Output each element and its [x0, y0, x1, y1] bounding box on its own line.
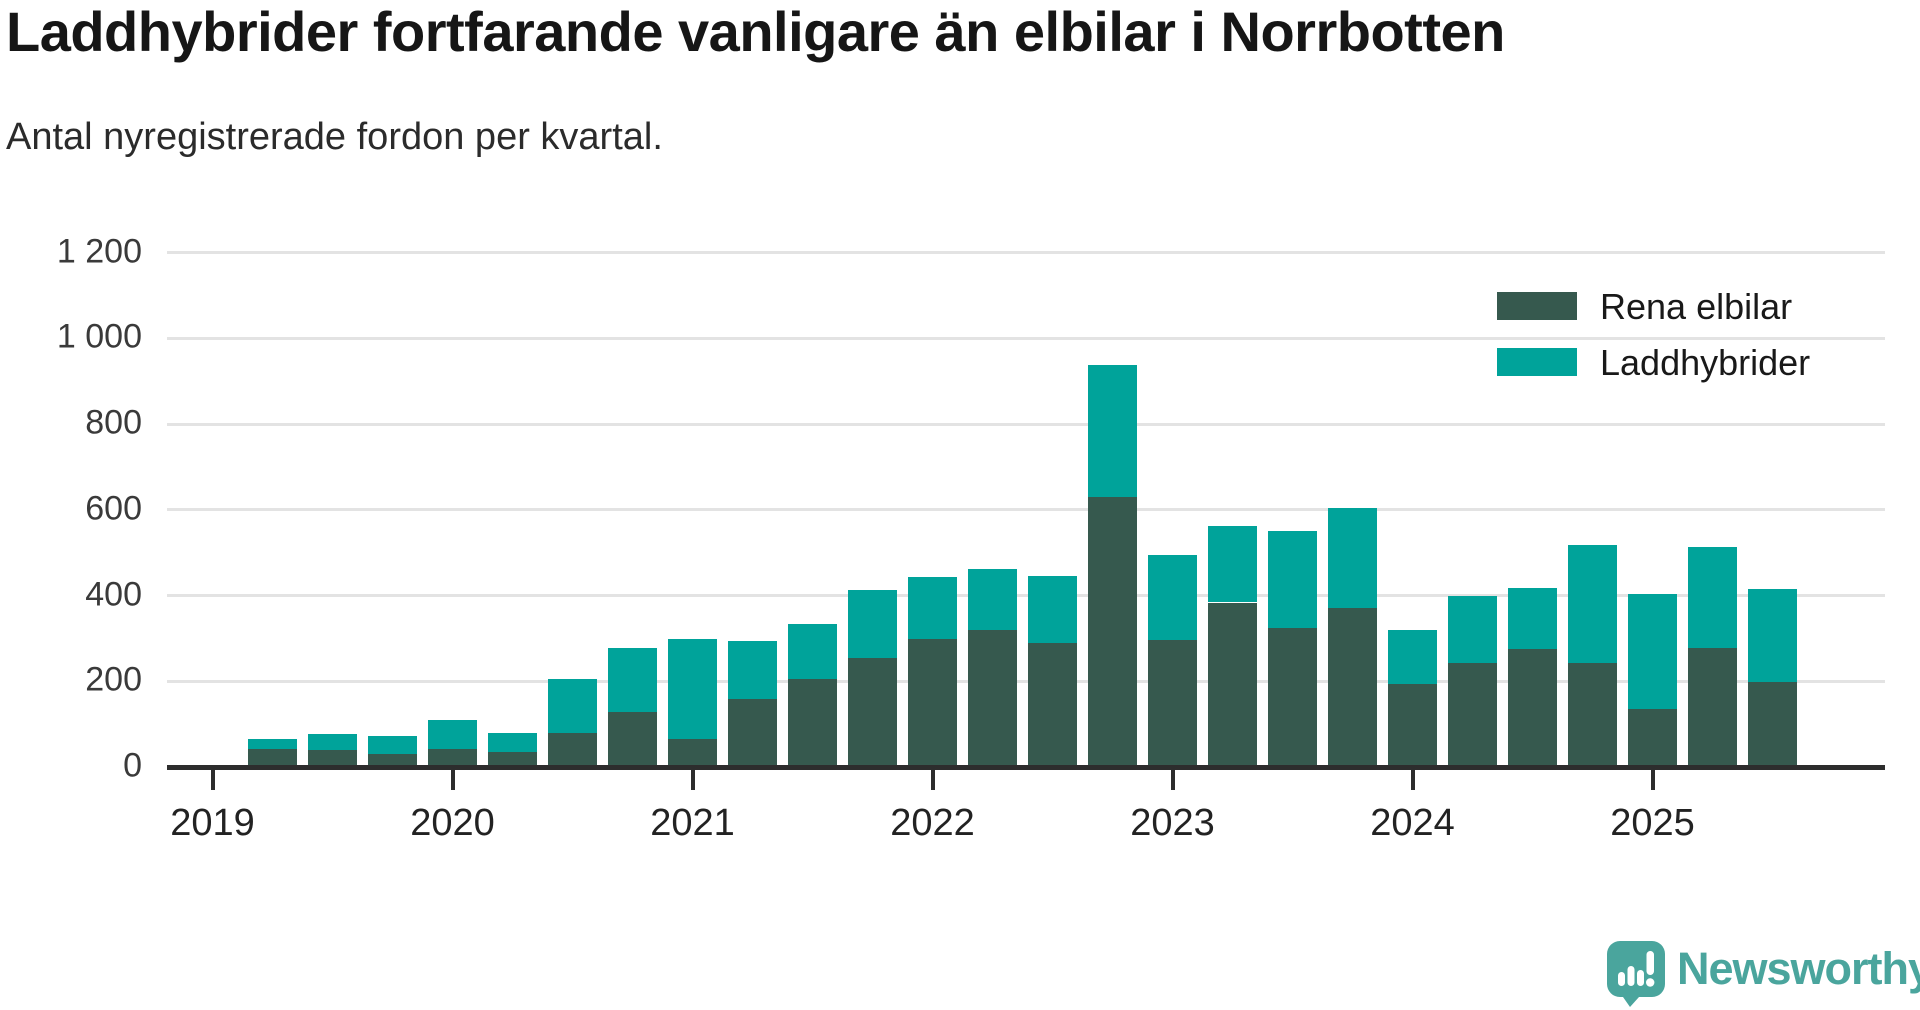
bar-laddhybrider-2021-Q1 — [668, 638, 717, 740]
bar-rena-elbilar-2020-Q1 — [428, 748, 477, 768]
bar-rena-elbilar-2019-Q2 — [248, 748, 297, 768]
bar-laddhybrider-2024-Q2 — [1448, 596, 1497, 663]
legend-swatch-rena-elbilar — [1497, 292, 1577, 320]
bar-rena-elbilar-2022-Q1 — [908, 639, 957, 768]
bar-laddhybrider-2021-Q3 — [788, 624, 837, 680]
y-axis-label-800: 800 — [85, 403, 142, 442]
x-axis-tick-2020 — [450, 768, 455, 790]
bar-laddhybrider-2020-Q3 — [548, 678, 597, 733]
bar-laddhybrider-2022-Q4 — [1088, 364, 1137, 497]
legend-label-laddhybrider: Laddhybrider — [1600, 342, 1811, 383]
bar-laddhybrider-2022-Q1 — [908, 576, 957, 640]
y-axis-label-0: 0 — [123, 746, 142, 785]
bar-rena-elbilar-2025-Q3 — [1748, 681, 1797, 768]
x-axis-label-2024: 2024 — [1370, 802, 1455, 844]
bar-laddhybrider-2021-Q2 — [728, 640, 777, 700]
bar-laddhybrider-2022-Q2 — [968, 568, 1017, 631]
bar-rena-elbilar-2024-Q1 — [1388, 683, 1437, 768]
y-axis-label-1000: 1 000 — [56, 317, 142, 356]
bar-rena-elbilar-2023-Q4 — [1328, 607, 1377, 768]
bar-rena-elbilar-2021-Q1 — [668, 739, 717, 768]
bar-laddhybrider-2025-Q2 — [1688, 546, 1737, 648]
x-axis-tick-2022 — [930, 768, 935, 790]
x-axis-label-2021: 2021 — [650, 802, 735, 844]
x-axis-tick-2021 — [690, 768, 695, 790]
x-axis-label-2023: 2023 — [1130, 802, 1215, 844]
bar-rena-elbilar-2021-Q2 — [728, 699, 777, 768]
gridline-400 — [167, 594, 1885, 597]
bar-rena-elbilar-2024-Q2 — [1448, 662, 1497, 768]
bar-rena-elbilar-2023-Q3 — [1268, 628, 1317, 768]
bar-laddhybrider-2022-Q3 — [1028, 575, 1077, 644]
gridline-1200 — [167, 251, 1885, 254]
bar-laddhybrider-2023-Q3 — [1268, 530, 1317, 629]
y-axis-label-400: 400 — [85, 575, 142, 614]
legend-swatch-laddhybrider — [1497, 348, 1577, 376]
bar-rena-elbilar-2025-Q2 — [1688, 647, 1737, 768]
bar-rena-elbilar-2024-Q3 — [1508, 649, 1557, 768]
x-axis-line — [167, 765, 1885, 770]
newsworthy-logo: Newsworthy — [1607, 941, 1920, 1007]
bar-rena-elbilar-2021-Q4 — [848, 658, 897, 768]
bar-rena-elbilar-2024-Q4 — [1568, 662, 1617, 768]
bar-laddhybrider-2019-Q2 — [248, 738, 297, 749]
bar-laddhybrider-2025-Q1 — [1628, 594, 1677, 709]
page-title: Laddhybrider fortfarande vanligare än el… — [6, 0, 1505, 63]
bar-rena-elbilar-2023-Q1 — [1148, 639, 1197, 768]
bar-laddhybrider-2024-Q1 — [1388, 629, 1437, 684]
bar-laddhybrider-2021-Q4 — [848, 590, 897, 659]
gridline-1000 — [167, 336, 1885, 340]
gridline-600 — [167, 508, 1885, 512]
bar-laddhybrider-2020-Q4 — [608, 647, 657, 713]
bar-laddhybrider-2024-Q3 — [1508, 588, 1557, 650]
bar-rena-elbilar-2022-Q4 — [1088, 497, 1137, 768]
bar-rena-elbilar-2021-Q3 — [788, 679, 837, 768]
bar-laddhybrider-2020-Q1 — [428, 720, 477, 749]
x-axis-label-2020: 2020 — [410, 802, 495, 844]
y-axis-label-600: 600 — [85, 489, 142, 528]
x-axis-label-2019: 2019 — [170, 802, 255, 844]
gridline-800 — [167, 422, 1885, 426]
bar-rena-elbilar-2025-Q1 — [1628, 708, 1677, 768]
bar-laddhybrider-2020-Q2 — [488, 732, 537, 753]
bar-laddhybrider-2019-Q3 — [308, 733, 357, 751]
x-axis-tick-2023 — [1170, 768, 1175, 790]
legend-label-rena-elbilar: Rena elbilar — [1600, 286, 1793, 327]
x-axis-tick-2019 — [210, 768, 215, 790]
bar-rena-elbilar-2019-Q3 — [308, 750, 357, 768]
y-axis-label-1200: 1 200 — [56, 232, 142, 271]
x-axis-label-2025: 2025 — [1610, 802, 1695, 844]
bar-laddhybrider-2023-Q1 — [1148, 554, 1197, 640]
bar-laddhybrider-2023-Q4 — [1328, 507, 1377, 608]
y-axis-label-200: 200 — [85, 660, 142, 699]
bar-rena-elbilar-2023-Q2 — [1208, 602, 1257, 768]
bar-rena-elbilar-2020-Q2 — [488, 752, 537, 768]
x-axis-label-2022: 2022 — [890, 802, 975, 844]
x-axis-tick-2025 — [1650, 768, 1655, 790]
bar-laddhybrider-2025-Q3 — [1748, 589, 1797, 682]
page-subtitle: Antal nyregistrerade fordon per kvartal. — [6, 116, 663, 158]
newsworthy-logo-icon — [1607, 941, 1665, 1007]
bar-laddhybrider-2019-Q4 — [368, 736, 417, 754]
bar-rena-elbilar-2019-Q4 — [368, 753, 417, 768]
bar-rena-elbilar-2020-Q4 — [608, 712, 657, 768]
bar-laddhybrider-2024-Q4 — [1568, 545, 1617, 663]
bar-rena-elbilar-2022-Q2 — [968, 630, 1017, 768]
gridline-200 — [167, 679, 1885, 683]
bar-rena-elbilar-2020-Q3 — [548, 732, 597, 768]
newsworthy-logo-text: Newsworthy — [1677, 943, 1920, 994]
bar-laddhybrider-2023-Q2 — [1208, 526, 1257, 603]
x-axis-tick-2024 — [1410, 768, 1415, 790]
bar-rena-elbilar-2022-Q3 — [1028, 643, 1077, 768]
